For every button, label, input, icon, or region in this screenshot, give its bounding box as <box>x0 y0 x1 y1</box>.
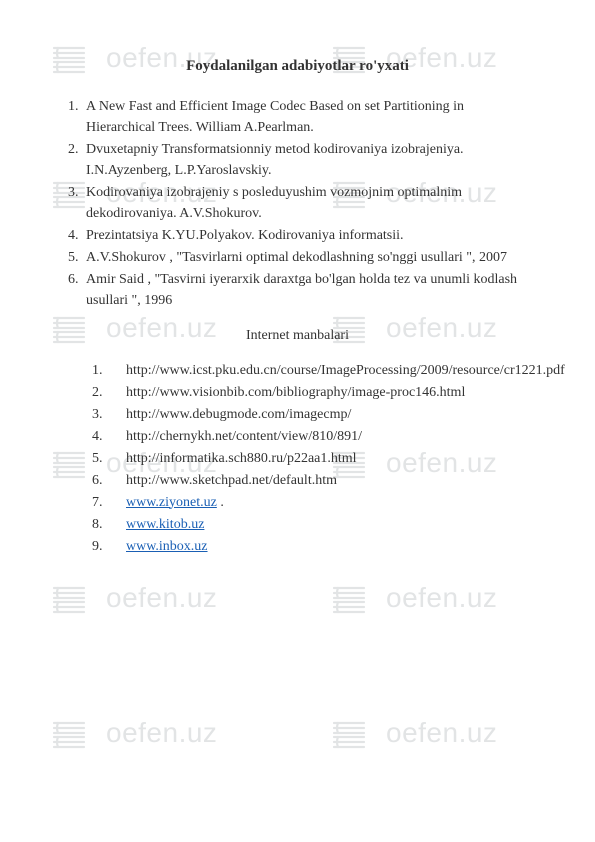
references-list: 1.A New Fast and Efficient Image Codec B… <box>68 96 535 311</box>
reference-text: Amir Said , "Tasvirni iyerarxik daraxtga… <box>86 269 535 311</box>
reference-number: 3. <box>68 182 86 224</box>
link-text: www.inbox.uz <box>126 536 535 557</box>
watermark-text: oefen.uz <box>106 717 217 749</box>
book-stack-icon <box>330 715 376 751</box>
subheading-internet: Internet manbalari <box>60 325 535 346</box>
internet-link-item: 5.http://informatika.sch880.ru/p22aa1.ht… <box>92 448 535 469</box>
reference-text: A.V.Shokurov , "Tasvirlarni optimal deko… <box>86 247 535 268</box>
hyperlink[interactable]: www.kitob.uz <box>126 517 204 532</box>
reference-item: 3.Kodirovaniya izobrajeniy s posleduyush… <box>68 182 535 224</box>
link-text: http://chernykh.net/content/view/810/891… <box>126 426 535 447</box>
reference-number: 4. <box>68 225 86 246</box>
link-number: 5. <box>92 448 126 469</box>
reference-item: 5.A.V.Shokurov , "Tasvirlarni optimal de… <box>68 247 535 268</box>
link-number: 3. <box>92 404 126 425</box>
internet-link-item: 1.http://www.icst.pku.edu.cn/course/Imag… <box>92 360 535 381</box>
reference-text: Dvuxetapniy Transformatsionniy metod kod… <box>86 139 535 181</box>
internet-link-item: 4.http://chernykh.net/content/view/810/8… <box>92 426 535 447</box>
reference-number: 6. <box>68 269 86 311</box>
reference-number: 1. <box>68 96 86 138</box>
link-number: 6. <box>92 470 126 491</box>
link-number: 7. <box>92 492 126 513</box>
reference-text: Prezintatsiya K.YU.Polyakov. Kodirovaniy… <box>86 225 535 246</box>
link-text: http://www.icst.pku.edu.cn/course/ImageP… <box>126 360 565 381</box>
reference-item: 1.A New Fast and Efficient Image Codec B… <box>68 96 535 138</box>
reference-text: Kodirovaniya izobrajeniy s posleduyushim… <box>86 182 535 224</box>
internet-link-item: 3.http://www.debugmode.com/imagecmp/ <box>92 404 535 425</box>
watermark-item: oefen.uz <box>50 715 217 751</box>
hyperlink[interactable]: www.ziyonet.uz <box>126 495 217 510</box>
link-number: 2. <box>92 382 126 403</box>
link-text: www.ziyonet.uz . <box>126 492 535 513</box>
link-text: http://www.debugmode.com/imagecmp/ <box>126 404 535 425</box>
internet-link-item: 8.www.kitob.uz <box>92 514 535 535</box>
watermark-text: oefen.uz <box>386 717 497 749</box>
link-text: http://informatika.sch880.ru/p22aa1.html <box>126 448 535 469</box>
reference-number: 2. <box>68 139 86 181</box>
link-number: 8. <box>92 514 126 535</box>
reference-text: A New Fast and Efficient Image Codec Bas… <box>86 96 535 138</box>
link-text: http://www.sketchpad.net/default.htm <box>126 470 535 491</box>
reference-item: 4.Prezintatsiya K.YU.Polyakov. Kodirovan… <box>68 225 535 246</box>
page-title: Foydalanilgan adabiyotlar ro'yxati <box>60 55 535 78</box>
link-text: www.kitob.uz <box>126 514 535 535</box>
internet-link-item: 6.http://www.sketchpad.net/default.htm <box>92 470 535 491</box>
link-number: 4. <box>92 426 126 447</box>
link-number: 1. <box>92 360 126 381</box>
internet-link-item: 7.www.ziyonet.uz . <box>92 492 535 513</box>
internet-link-item: 9.www.inbox.uz <box>92 536 535 557</box>
internet-link-item: 2.http://www.visionbib.com/bibliography/… <box>92 382 535 403</box>
book-stack-icon <box>50 715 96 751</box>
reference-number: 5. <box>68 247 86 268</box>
page-content: Foydalanilgan adabiyotlar ro'yxati 1.A N… <box>0 0 595 598</box>
link-number: 9. <box>92 536 126 557</box>
reference-item: 2.Dvuxetapniy Transformatsionniy metod k… <box>68 139 535 181</box>
reference-item: 6.Amir Said , "Tasvirni iyerarxik daraxt… <box>68 269 535 311</box>
internet-links-list: 1.http://www.icst.pku.edu.cn/course/Imag… <box>92 360 535 557</box>
link-text: http://www.visionbib.com/bibliography/im… <box>126 382 535 403</box>
hyperlink[interactable]: www.inbox.uz <box>126 539 208 554</box>
watermark-item: oefen.uz <box>330 715 497 751</box>
